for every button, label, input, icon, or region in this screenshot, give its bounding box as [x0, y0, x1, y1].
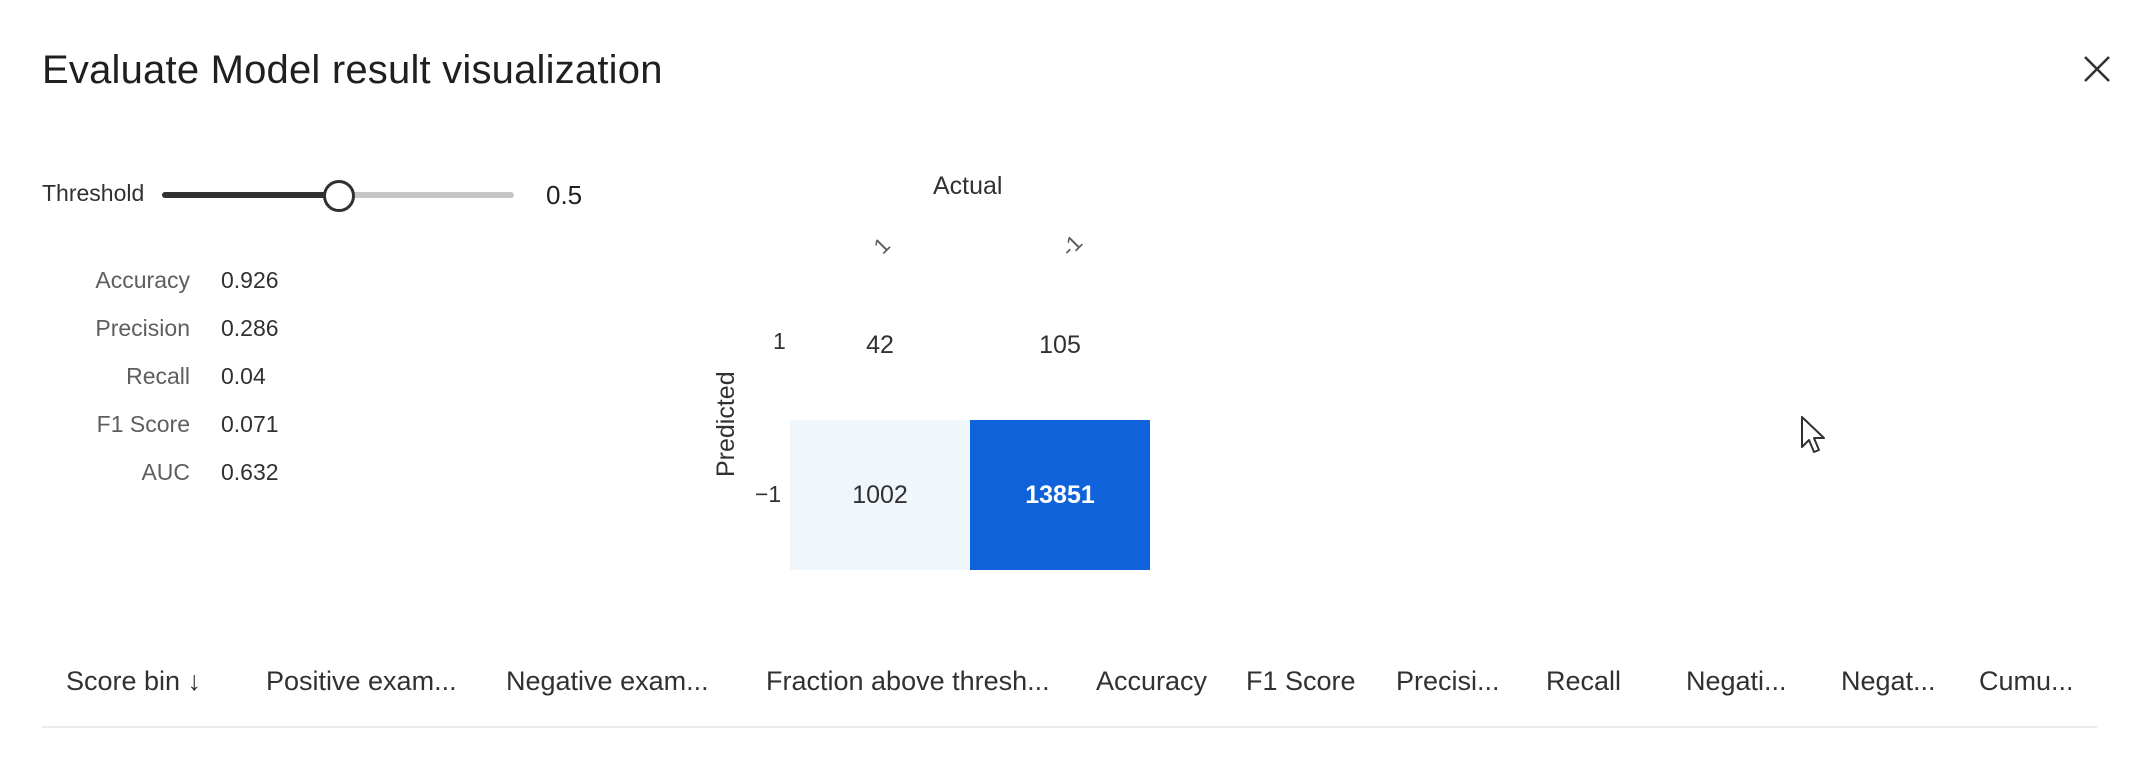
cell-pred1-actual1: 42 — [790, 270, 970, 420]
confusion-matrix-actual-title: Actual — [933, 172, 1003, 200]
column-header-f1-score[interactable]: F1 Score — [1246, 666, 1356, 696]
column-label-minus-1: -1 — [1055, 229, 1088, 262]
slider-thumb[interactable] — [323, 180, 355, 212]
metric-accuracy: Accuracy 0.926 — [60, 256, 279, 304]
metric-auc: AUC 0.632 — [60, 448, 279, 496]
threshold-slider[interactable] — [162, 178, 514, 212]
mouse-pointer-icon — [1800, 415, 1828, 457]
cell-predminus1-actual1: 1002 — [790, 420, 970, 570]
confusion-matrix: Actual 1 -1 1 −1 Predicted 42 105 1002 1… — [700, 160, 1220, 580]
metric-label: F1 Score — [96, 410, 190, 437]
threshold-value: 0.5 — [546, 180, 583, 210]
metric-value: 0.071 — [221, 410, 279, 437]
confusion-matrix-predicted-title: Predicted — [712, 371, 740, 477]
cell-pred1-actualminus1: 105 — [970, 270, 1150, 420]
column-header-recall[interactable]: Recall — [1546, 666, 1622, 696]
metrics-list: Accuracy 0.926 Precision 0.286 Recall 0.… — [60, 256, 279, 496]
column-header-negative-1[interactable]: Negati... — [1686, 666, 1787, 696]
cell-predminus1-actualminus1: 13851 — [970, 420, 1150, 570]
metric-precision: Precision 0.286 — [60, 304, 279, 352]
column-header-positive-examples[interactable]: Positive exam... — [266, 666, 457, 696]
slider-fill — [162, 192, 338, 198]
close-icon[interactable] — [2080, 52, 2114, 86]
metric-label: AUC — [141, 458, 190, 485]
metric-value: 0.04 — [221, 362, 266, 389]
column-header-precision[interactable]: Precisi... — [1396, 666, 1500, 696]
metric-value: 0.926 — [221, 266, 279, 293]
column-header-negative-examples[interactable]: Negative exam... — [506, 666, 709, 696]
table-header: Score bin ↓ Positive exam... Negative ex… — [42, 650, 2097, 728]
metric-recall: Recall 0.04 — [60, 352, 279, 400]
metric-f1-score: F1 Score 0.071 — [60, 400, 279, 448]
threshold-label: Threshold — [42, 180, 145, 206]
column-header-fraction-above-threshold[interactable]: Fraction above thresh... — [766, 666, 1050, 696]
row-label-minus-1: −1 — [755, 481, 782, 507]
row-label-1: 1 — [773, 328, 786, 354]
metric-label: Precision — [95, 314, 190, 341]
column-header-cumulative[interactable]: Cumu... — [1979, 666, 2074, 696]
metric-label: Accuracy — [95, 266, 190, 293]
column-label-1: 1 — [868, 232, 895, 259]
metric-label: Recall — [126, 362, 190, 389]
column-header-negative-2[interactable]: Negat... — [1841, 666, 1936, 696]
metric-value: 0.632 — [221, 458, 279, 485]
metric-value: 0.286 — [221, 314, 279, 341]
column-header-accuracy[interactable]: Accuracy — [1096, 666, 1208, 696]
column-header-score-bin[interactable]: Score bin ↓ — [66, 666, 202, 696]
dialog-title: Evaluate Model result visualization — [42, 48, 663, 92]
